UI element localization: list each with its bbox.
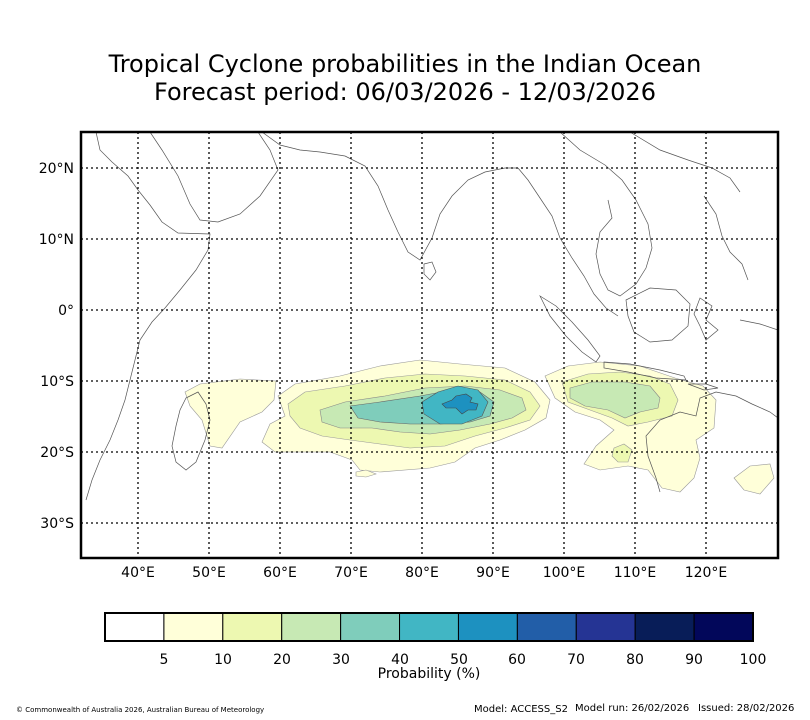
colorbar-tick-50: 50 (450, 652, 468, 668)
colorbar-swatch (457, 612, 518, 642)
map-title-line2: Forecast period: 06/03/2026 - 12/03/2026 (154, 78, 656, 106)
coastline-arabia (149, 132, 279, 223)
colorbar-tick-100: 100 (740, 652, 767, 668)
colorbar-swatch (516, 612, 577, 642)
colorbar-tick-10: 10 (214, 652, 232, 668)
lon-label-40e: 40°E (121, 565, 155, 581)
lat-label-30s: 30°S (40, 516, 74, 532)
colorbar-tick-5: 5 (160, 652, 169, 668)
gridlines (81, 132, 778, 558)
lat-label-20n: 20°N (39, 161, 74, 177)
contour-5pct-small-2 (733, 463, 775, 495)
coastline-china-coast (629, 132, 741, 193)
colorbar-swatch (693, 612, 754, 642)
map-panel (79, 130, 780, 560)
lon-labels: 40°E 50°E 60°E 70°E 80°E 90°E 100°E 110°… (121, 565, 727, 581)
lon-label-80e: 80°E (405, 565, 439, 581)
model-name: Model: ACCESS_S2 (474, 704, 568, 715)
contour-50pct (441, 393, 479, 415)
model-run-date: Model run: 26/02/2026 (575, 703, 690, 714)
coastlines (85, 132, 778, 501)
contour-20pct-east (569, 381, 661, 419)
colorbar-tick-80: 80 (626, 652, 644, 668)
colorbar-swatch (575, 612, 636, 642)
colorbar-label: Probability (%) (378, 666, 481, 682)
coastline-timor (687, 383, 719, 391)
coastline-bay-of-bengal-east (517, 167, 619, 317)
coastline-persian-gulf (261, 132, 346, 157)
coastline-australia (645, 391, 778, 493)
colorbar-swatch (163, 612, 224, 642)
colorbar-swatch (399, 612, 459, 642)
coastline-africa (85, 132, 211, 501)
lon-label-50e: 50°E (192, 565, 226, 581)
colorbar-tick-90: 90 (685, 652, 703, 668)
issued-date: Issued: 28/02/2026 (698, 703, 795, 714)
colorbar-tick-60: 60 (508, 652, 526, 668)
coastline-borneo (625, 287, 691, 343)
colorbar-swatch (340, 612, 401, 642)
lon-label-70e: 70°E (334, 565, 368, 581)
map-frame (79, 130, 780, 560)
lon-label-120e: 120°E (685, 565, 728, 581)
colorbar-swatch (222, 612, 283, 642)
contour-5pct-small-1 (355, 469, 377, 478)
probability-contours (184, 359, 775, 495)
lat-label-10s: 10°S (40, 374, 74, 390)
coastline-india (344, 155, 518, 261)
lon-label-60e: 60°E (263, 565, 297, 581)
coastline-indochina (559, 132, 653, 297)
colorbar-tick-40: 40 (391, 652, 409, 668)
lat-label-20s: 20°S (40, 445, 74, 461)
coastline-sri-lanka (423, 261, 437, 281)
coastline-java (603, 361, 687, 381)
coastline-sulawesi (693, 297, 719, 341)
colorbar-swatch (281, 612, 342, 642)
colorbar-swatch (634, 612, 695, 642)
map-background (81, 132, 778, 558)
lat-label-10n: 10°N (39, 232, 74, 248)
colorbar-frame (104, 612, 754, 642)
lat-label-0: 0° (58, 303, 74, 319)
colorbar-tick-70: 70 (567, 652, 585, 668)
contour-10pct-small (611, 443, 633, 463)
lon-label-90e: 90°E (476, 565, 510, 581)
colorbar-tick-30: 30 (332, 652, 350, 668)
copyright-text: © Commonwealth of Australia 2026, Austra… (16, 706, 265, 714)
coastline-new-guinea (739, 319, 778, 331)
coastline-philippines (703, 195, 749, 281)
colorbar-swatches (104, 612, 754, 642)
contour-5pct-west (184, 378, 277, 449)
colorbar-swatch (104, 612, 165, 642)
colorbar-ticks: 5 10 20 30 40 50 60 70 80 90 100 (160, 652, 767, 668)
colorbar: 5 10 20 30 40 50 60 70 80 90 100 Probabi… (104, 612, 767, 682)
lat-labels: 20°N 10°N 0° 10°S 20°S 30°S (39, 161, 74, 532)
coastline-madagascar (171, 391, 211, 471)
map-title-line1: Tropical Cyclone probabilities in the In… (108, 50, 702, 78)
colorbar-tick-20: 20 (273, 652, 291, 668)
lon-label-100e: 100°E (543, 565, 586, 581)
lon-label-110e: 110°E (614, 565, 657, 581)
